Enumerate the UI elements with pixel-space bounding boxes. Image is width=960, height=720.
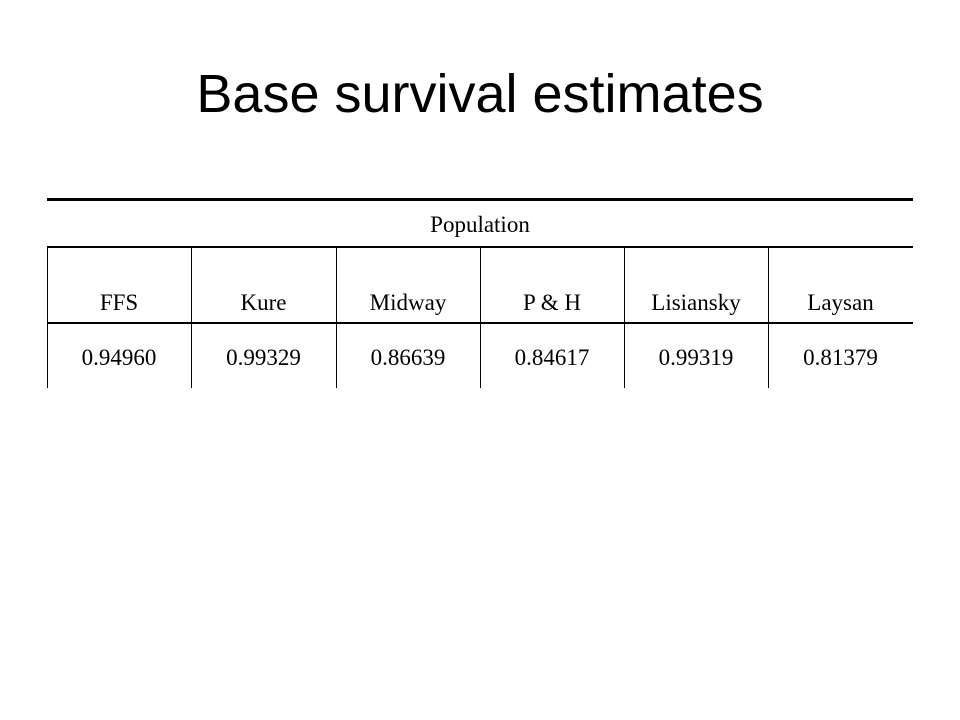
table-column-divider — [768, 248, 769, 388]
column-header-ffs: FFS — [99, 290, 139, 315]
table-column-divider — [624, 248, 625, 388]
table-header-rule — [47, 246, 913, 248]
column-header-kure: Kure — [240, 290, 287, 315]
column-header-midway: Midway — [369, 290, 447, 315]
column-header-laysan: Laysan — [807, 290, 874, 315]
value-midway: 0.86639 — [370, 345, 446, 370]
value-p-and-h: 0.84617 — [514, 345, 590, 370]
table-column-divider — [336, 248, 337, 388]
table-top-rule — [47, 198, 913, 201]
value-ffs: 0.94960 — [81, 345, 157, 370]
population-header: Population — [430, 212, 530, 237]
table-column-divider — [480, 248, 481, 388]
column-header-p-and-h: P & H — [523, 290, 581, 315]
value-lisiansky: 0.99319 — [658, 345, 734, 370]
table-column-divider — [47, 248, 48, 388]
column-header-lisiansky: Lisiansky — [651, 290, 741, 315]
survival-table: Population FFS Kure Midway P & H Lisians… — [47, 198, 913, 388]
slide-title: Base survival estimates — [196, 64, 764, 124]
value-laysan: 0.81379 — [803, 345, 878, 370]
table-column-divider — [191, 248, 192, 388]
value-kure: 0.99329 — [226, 345, 301, 370]
